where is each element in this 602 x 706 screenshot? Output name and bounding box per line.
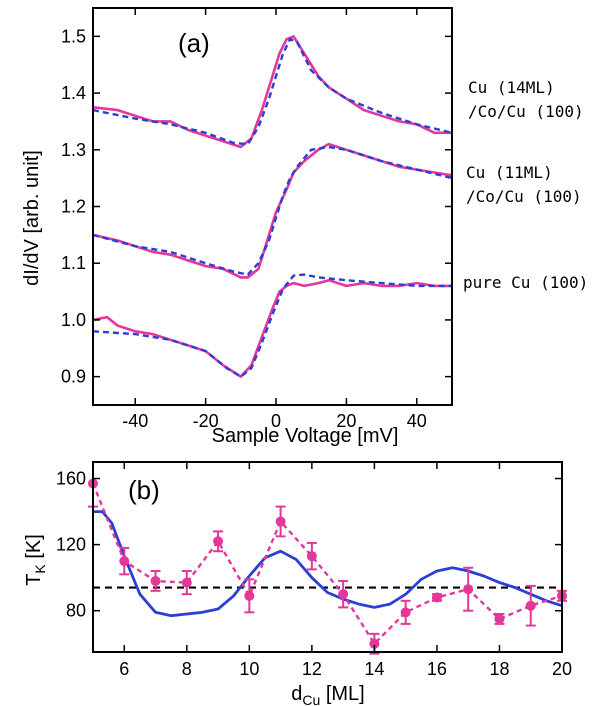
x-tick-label: -20 [193,411,219,431]
data-point [494,613,505,624]
x-tick-label: 6 [119,659,129,679]
x-tick-label: 40 [407,411,427,431]
panel-b-ticks: 6 8 10 12 14 16 18 20 80 120 160 [56,462,572,679]
measured-line [91,483,563,646]
panel-a-frame [92,7,453,406]
x-tick-label: 16 [427,659,447,679]
x-tick-label: 20 [552,659,572,679]
fit-curve-1 [92,37,453,146]
series-label-1: Cu (14ML) [468,78,555,97]
data-point [431,592,442,603]
panel-b-ylabel: TK [K] [23,534,48,586]
y-tick-label: 1.4 [61,83,86,103]
y-tick-label: 80 [66,601,86,621]
y-tick-label: 120 [56,535,86,555]
series-label-1: /Co/Cu (100) [468,102,584,121]
data-point [181,577,192,588]
panel-b-series [88,462,567,655]
series-label-2: /Co/Cu (100) [466,187,582,206]
x-tick-label: 8 [182,659,192,679]
x-tick-label: 0 [271,411,281,431]
panel-b: (b) 6 8 10 12 14 16 18 20 80 120 160 dCu [ML] TK [… [23,461,572,706]
panel-a-series-labels: Cu (14ML) /Co/Cu (100) Cu (11ML) /Co/Cu (10… [463,78,588,292]
data-point [463,584,474,595]
panel-a-label: (a) [178,28,210,58]
fit-curve-2 [92,145,453,276]
data-point [338,589,349,600]
panel-b-label: (b) [128,475,160,505]
panel-a-xlabel: Sample Voltage [mV] [212,425,399,447]
data-point [244,590,255,601]
y-tick-label: 1.3 [61,140,86,160]
x-tick-label: 18 [489,659,509,679]
series-label-3: pure Cu (100) [463,273,588,292]
y-tick-label: 160 [56,469,86,489]
measured-curve-1 [92,35,452,149]
data-point [306,551,317,562]
x-tick-label: 14 [364,659,384,679]
x-tick-label: -40 [122,411,148,431]
x-tick-label: 10 [239,659,259,679]
data-point [119,556,130,567]
x-tick-label: 20 [336,411,356,431]
y-tick-label: 1.2 [61,197,86,217]
panel-a-ticks: -40 -20 0 20 40 0.9 1.0 1.1 1.2 1.3 1.4 1.5 [61,8,452,431]
data-point [213,536,224,547]
y-tick-label: 0.9 [61,367,86,387]
measured-curve-3 [92,278,452,378]
panel-a: (a) -40 -20 0 20 40 0.9 1.0 1.1 1.2 1.3 1.4 1.5 Sam… [21,7,588,447]
panel-b-frame [92,461,563,653]
data-point [369,638,380,649]
y-tick-label: 1.1 [61,253,86,273]
x-tick-label: 12 [302,659,322,679]
data-point [150,575,161,586]
data-point [525,600,536,611]
fit-curve-3 [92,273,452,379]
data-point [275,516,286,527]
data-point [400,607,411,618]
y-tick-label: 1.0 [61,310,86,330]
panel-b-xlabel: dCu [ML] [291,683,364,706]
series-label-2: Cu (11ML) [466,163,553,182]
fit-curve [93,510,563,618]
y-tick-label: 1.5 [61,26,86,46]
panel-a-series [92,35,453,379]
panel-a-ylabel: dI/dV [arb. unit] [21,150,43,286]
